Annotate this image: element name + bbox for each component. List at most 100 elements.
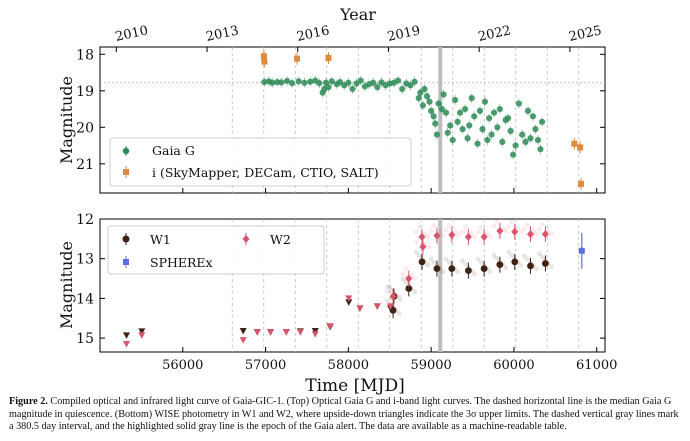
w1-single-exposure — [522, 253, 527, 259]
w2-single-exposure — [531, 228, 536, 234]
w2-single-exposure — [426, 244, 432, 250]
w1-point — [465, 267, 472, 275]
w1-single-exposure — [491, 252, 497, 258]
gaia-g-point — [532, 126, 539, 133]
gaia-g-point — [459, 126, 466, 133]
w2-point — [541, 230, 549, 239]
gaia-g-point — [374, 84, 381, 91]
gaia-g-point — [481, 98, 489, 105]
bottom-x-tick-label: 59000 — [410, 358, 451, 373]
w2-point — [464, 232, 472, 241]
w1-single-exposure — [443, 256, 449, 262]
w2-single-exposure — [384, 289, 390, 295]
bottom-alert-epoch-band — [438, 219, 443, 352]
w1-single-exposure — [455, 269, 461, 275]
top-alert-epoch-band — [438, 47, 443, 193]
w2-single-exposure — [443, 227, 449, 233]
gaia-g-point — [411, 78, 418, 85]
gaia-g-point — [357, 77, 364, 84]
w1-point — [405, 285, 413, 292]
bottom-legend: W1 W2 SPHEREx — [107, 225, 325, 275]
gaia-g-point — [512, 142, 519, 149]
legend-i-marker — [123, 169, 129, 175]
gaia-g-point — [328, 78, 335, 85]
w1-single-exposure — [385, 284, 391, 290]
gaia-g-point — [510, 151, 517, 158]
w2-single-exposure — [525, 222, 530, 227]
w1-single-exposure — [416, 253, 422, 258]
w2-single-exposure — [500, 225, 506, 231]
w2-point — [389, 292, 397, 301]
gaia-g-point — [325, 84, 332, 91]
gaia-g-point — [288, 80, 296, 87]
w2-point — [405, 274, 413, 283]
w1-single-exposure — [446, 259, 452, 265]
gaia-g-point — [484, 136, 491, 144]
w1-point — [418, 258, 426, 266]
gaia-g-point — [449, 136, 456, 144]
gaia-g-point — [423, 93, 431, 100]
w1-single-exposure — [384, 298, 390, 304]
gaia-g-point — [499, 138, 506, 145]
legend-w2-marker — [242, 235, 250, 243]
bottom-x-tick-label: 57000 — [245, 358, 286, 373]
w2-single-exposure — [428, 228, 434, 234]
w2-upper-limit — [122, 341, 130, 348]
gaia-g-point — [283, 77, 291, 85]
w2-point — [419, 242, 427, 251]
top-legend: Gaia G i (SkyMapper, DECam, CTIO, SALT) — [109, 137, 412, 187]
w2-single-exposure — [534, 231, 539, 237]
gaia-g-point — [394, 77, 402, 84]
gaia-g-point — [515, 100, 523, 107]
gaia-g-point — [461, 105, 469, 113]
gaia-g-point — [438, 105, 446, 113]
top-plot-frame — [99, 46, 606, 194]
gaia-g-point — [524, 107, 532, 114]
w1-single-exposure — [518, 262, 524, 268]
w2-point — [526, 230, 534, 239]
gaia-g-point — [407, 82, 414, 89]
gaia-g-point — [444, 129, 451, 136]
bottom-plot-frame — [99, 218, 606, 353]
w1-single-exposure — [534, 266, 539, 272]
w1-point — [511, 258, 519, 266]
gaia-g-point — [417, 89, 424, 96]
w2-single-exposure — [539, 222, 545, 227]
gaia-g-point — [278, 79, 285, 86]
w1-single-exposure — [487, 269, 493, 275]
w2-single-exposure — [423, 241, 429, 246]
i-band-point — [571, 140, 578, 147]
w2-upper-limit — [326, 323, 334, 330]
w1-upper-limit — [239, 327, 247, 335]
gaia-g-point — [440, 91, 447, 98]
i-band-point — [261, 58, 268, 65]
i-band-point — [325, 54, 332, 61]
w2-single-exposure — [437, 230, 443, 235]
gaia-g-point — [345, 79, 352, 86]
bottom-legend-box — [107, 225, 325, 275]
gaia-g-point — [432, 120, 439, 127]
w2-point — [433, 231, 441, 240]
figure-caption: Figure 2. Compiled optical and infrared … — [9, 396, 681, 434]
w2-single-exposure — [545, 228, 551, 234]
top-y-tick-label: 18 — [76, 47, 94, 63]
w1-single-exposure — [503, 265, 509, 271]
w2-single-exposure — [446, 222, 452, 228]
gaia-g-point — [496, 105, 503, 113]
w2-single-exposure — [506, 224, 512, 230]
gaia-g-point — [316, 80, 323, 87]
i-band-point — [577, 144, 584, 151]
w2-single-exposure — [509, 219, 515, 225]
legend-gaia-marker — [122, 147, 130, 155]
gaia-g-point — [370, 79, 377, 86]
top-panel: 18 19 20 21 2010 2013 2016 2019 2022 2025 Year Ma… — [57, 5, 606, 194]
w1-single-exposure — [506, 249, 512, 255]
bottom-x-axis-label: Time [MJD] — [305, 376, 404, 396]
w2-point — [448, 230, 456, 239]
w2-single-exposure — [518, 229, 524, 235]
w1-single-exposure — [539, 254, 545, 260]
w1-single-exposure — [400, 276, 406, 282]
w1-single-exposure — [478, 259, 484, 265]
gaia-g-point — [301, 79, 308, 86]
gaia-g-point — [307, 78, 314, 85]
